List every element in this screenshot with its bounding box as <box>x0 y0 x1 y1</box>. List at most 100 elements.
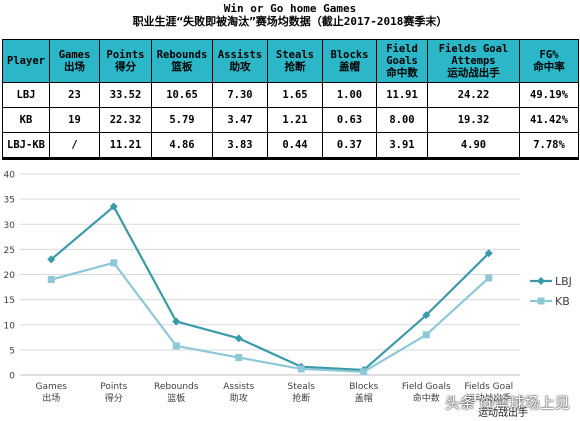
table-cell: 1.21 <box>267 107 323 133</box>
header-en: Blocks <box>330 49 369 61</box>
header-en: FG% <box>539 49 559 61</box>
table-header-cell: Rebounds 篮板 <box>151 39 213 83</box>
legend-marker <box>537 297 545 305</box>
x-tick-label: Assists <box>223 382 254 392</box>
header-cn: 得分 <box>115 61 136 73</box>
title-block: Win or Go home Games 职业生涯“失败即被淘汰”赛场均数据（截… <box>0 2 580 29</box>
table-cell: 3.83 <box>212 132 268 160</box>
table-cell: / <box>49 132 100 160</box>
x-tick-label: 得分 <box>105 392 123 404</box>
watermark-subtext: 运动战出手 <box>478 408 528 419</box>
table-header-cell: Points 得分 <box>99 39 152 83</box>
y-tick-label: 5 <box>9 346 15 356</box>
header-en: Points <box>106 49 145 61</box>
table-header-cell: Games 出场 <box>49 39 100 83</box>
table-header-cell: FG% 命中率 <box>519 39 579 83</box>
header-cn: 运动战出手 <box>447 67 500 79</box>
y-tick-label: 10 <box>4 321 16 331</box>
header-cn: 助攻 <box>229 61 251 73</box>
x-tick-label: 运动战出手 <box>466 392 511 404</box>
data-point-kb <box>485 274 493 282</box>
data-point-kb <box>110 259 118 267</box>
table-cell: 4.86 <box>151 132 213 160</box>
table-cell: 22.32 <box>99 107 152 133</box>
x-tick-label: Points <box>100 382 127 392</box>
header-en: Games <box>58 49 91 61</box>
x-tick-label: 篮板 <box>167 392 185 404</box>
table-cell: 7.30 <box>212 82 268 108</box>
table-cell: 24.22 <box>427 82 520 108</box>
table-cell: 0.44 <box>267 132 323 160</box>
header-en: Fields Goal Attemps <box>438 43 509 67</box>
table-header-cell: Blocks 盖帽 <box>322 39 377 83</box>
table-row: LBJ 23 33.52 10.65 7.30 1.65 1.00 11.91 24.22 49.… <box>2 82 579 108</box>
table-cell: 3.91 <box>376 132 428 160</box>
table-header-cell: Player <box>2 39 50 83</box>
y-tick-label: 25 <box>4 246 15 256</box>
table-cell: 8.00 <box>376 107 428 133</box>
y-tick-label: 20 <box>4 271 16 281</box>
data-point-kb <box>422 331 430 339</box>
header-en: Assists <box>217 49 263 61</box>
x-tick-label: 盖帽 <box>355 392 373 404</box>
table-cell: 19.32 <box>427 107 520 133</box>
data-point-kb <box>172 342 180 350</box>
series-line-lbj <box>50 205 490 372</box>
table-cell: 11.91 <box>376 82 428 108</box>
y-tick-label: 30 <box>4 221 16 231</box>
table-cell: 33.52 <box>99 82 152 108</box>
table-header-cell: Fields Goal Attemps 运动战出手 <box>427 39 520 83</box>
table-cell: 19 <box>49 107 100 133</box>
data-point-kb <box>297 365 305 373</box>
chart-subtitle: 职业生涯“失败即被淘汰”赛场均数据（截止2017-2018赛季末） <box>132 15 448 28</box>
x-tick-label: 抢断 <box>292 392 310 404</box>
series-line-kb <box>50 261 490 373</box>
header-cn: 出场 <box>64 61 85 73</box>
data-point-lbj <box>484 249 493 258</box>
stats-table: Player Games 出场 Points 得分 Rebounds 篮板 Assists 助攻… <box>2 39 579 160</box>
x-tick-label: Blocks <box>349 382 378 392</box>
table-cell: 23 <box>49 82 100 108</box>
x-tick-label: Games <box>36 382 68 392</box>
y-tick-label: 35 <box>4 196 15 206</box>
table-header-cell: Field Goals 命中数 <box>376 39 428 83</box>
table-cell: 1.65 <box>267 82 323 108</box>
table-cell: 10.65 <box>151 82 213 108</box>
table-cell: 7.78% <box>519 132 579 160</box>
data-point-lbj <box>172 317 181 326</box>
table-row: LBJ-KB/11.21 4.86 3.83 0.44 0.37 3.91 4.90 7.78… <box>2 132 579 160</box>
x-tick-label: 命中数 <box>413 392 440 404</box>
data-point-kb <box>47 276 55 284</box>
table-cell: 4.90 <box>427 132 520 160</box>
x-tick-label: 助攻 <box>230 392 248 404</box>
table-header-cell: Assists 助攻 <box>212 39 268 83</box>
chart-title: Win or Go home Games <box>223 2 357 15</box>
header-cn: 命中率 <box>533 61 565 73</box>
x-tick-label: Rebounds <box>154 382 199 392</box>
data-point-kb <box>235 354 243 362</box>
table-cell: 1.00 <box>322 82 377 108</box>
header-cn: 盖帽 <box>339 61 360 73</box>
data-point-lbj <box>109 202 118 211</box>
table-cell: 41.42% <box>519 107 579 133</box>
table-cell: LBJ <box>2 82 50 108</box>
header-en: Field Goals <box>386 43 418 67</box>
x-tick-label: Fields Goal <box>464 382 513 392</box>
table-cell: 3.47 <box>212 107 268 133</box>
watermark: 头条 @篮球场上见 <box>445 394 570 412</box>
legend-label: LBJ <box>555 275 572 288</box>
table-cell: 0.63 <box>322 107 377 133</box>
table-cell: 0.37 <box>322 132 377 160</box>
table-cell: 11.21 <box>99 132 152 160</box>
header-cn: 抢断 <box>284 61 306 73</box>
table-cell: KB <box>2 107 50 133</box>
legend-label: KB <box>555 295 570 308</box>
table-cell: LBJ-KB <box>2 132 50 160</box>
table-cell: 5.79 <box>151 107 213 133</box>
legend-marker <box>537 277 545 285</box>
x-tick-label: 出场 <box>42 392 60 404</box>
x-tick-label: Field Goals <box>402 382 451 392</box>
header-en: Rebounds <box>156 49 208 61</box>
header-en: Player <box>7 55 45 67</box>
